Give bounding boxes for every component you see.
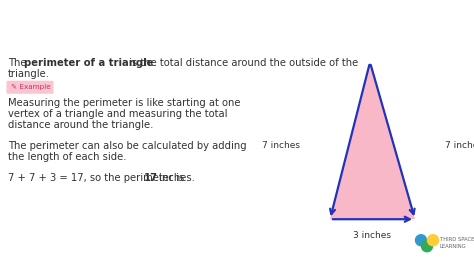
Text: vertex of a triangle and measuring the total: vertex of a triangle and measuring the t… <box>8 109 228 119</box>
Circle shape <box>428 235 438 246</box>
Text: Measuring the perimeter is like starting at one: Measuring the perimeter is like starting… <box>8 98 240 108</box>
Text: triangle.: triangle. <box>8 69 50 79</box>
Text: The: The <box>8 58 29 68</box>
Text: 3 inches: 3 inches <box>354 231 392 240</box>
Circle shape <box>416 235 427 246</box>
Text: ✎ Example: ✎ Example <box>11 84 51 90</box>
Text: distance around the triangle.: distance around the triangle. <box>8 120 154 130</box>
Text: Perimeter of a Triangle: Perimeter of a Triangle <box>12 15 256 34</box>
Text: 7 inches: 7 inches <box>445 141 474 150</box>
Text: inches.: inches. <box>156 173 195 183</box>
Text: 7 inches: 7 inches <box>262 141 300 150</box>
Text: is the total distance around the outside of the: is the total distance around the outside… <box>126 58 358 68</box>
Text: the length of each side.: the length of each side. <box>8 152 127 162</box>
FancyBboxPatch shape <box>7 81 54 94</box>
Text: 17: 17 <box>144 173 158 183</box>
Text: THIRD SPACE
LEARNING: THIRD SPACE LEARNING <box>440 237 474 249</box>
Circle shape <box>421 241 432 252</box>
Polygon shape <box>330 62 415 219</box>
Text: 7 + 7 + 3 = 17, so the perimeter is: 7 + 7 + 3 = 17, so the perimeter is <box>8 173 187 183</box>
Text: The perimeter can also be calculated by adding: The perimeter can also be calculated by … <box>8 141 246 151</box>
Text: perimeter of a triangle: perimeter of a triangle <box>24 58 154 68</box>
